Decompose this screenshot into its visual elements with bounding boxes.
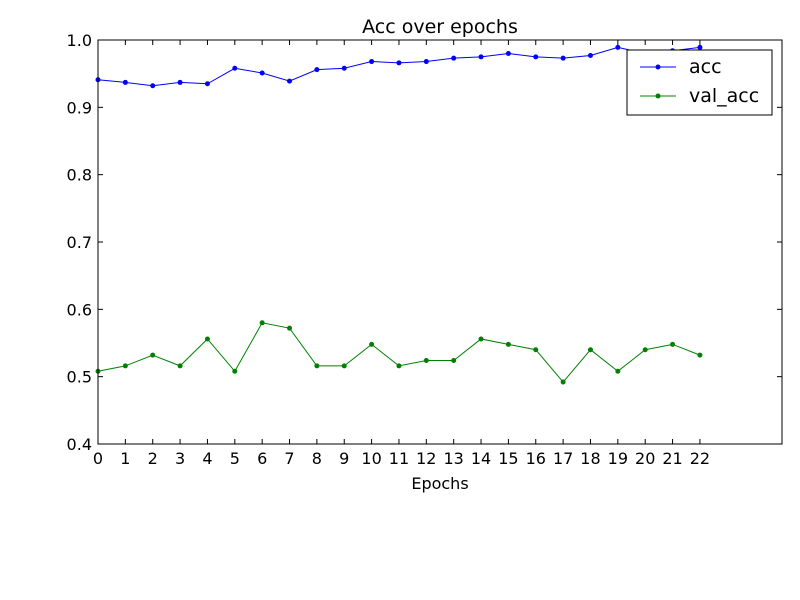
data-point-acc-13 bbox=[451, 55, 457, 61]
data-point-val_acc-11 bbox=[396, 363, 402, 369]
data-point-val_acc-9 bbox=[341, 363, 347, 369]
x-tick-label-12: 12 bbox=[416, 449, 436, 468]
data-point-acc-6 bbox=[259, 70, 265, 76]
data-point-acc-17 bbox=[560, 55, 566, 61]
legend-box bbox=[626, 49, 773, 116]
data-point-acc-3 bbox=[177, 79, 183, 85]
y-tick-label-2: 0.6 bbox=[67, 300, 92, 319]
data-point-acc-12 bbox=[423, 59, 429, 65]
x-tick-label-11: 11 bbox=[389, 449, 409, 468]
data-point-val_acc-12 bbox=[423, 358, 429, 364]
data-point-val_acc-19 bbox=[615, 368, 621, 374]
data-point-val_acc-18 bbox=[587, 347, 593, 353]
x-tick-label-5: 5 bbox=[230, 449, 240, 468]
y-tick-label-3: 0.7 bbox=[67, 233, 92, 252]
x-tick-label-22: 22 bbox=[690, 449, 710, 468]
x-tick-label-21: 21 bbox=[662, 449, 682, 468]
y-tick-label-5: 0.9 bbox=[67, 98, 92, 117]
data-point-acc-4 bbox=[204, 81, 210, 87]
chart-title: Acc over epochs bbox=[362, 16, 518, 38]
data-point-acc-2 bbox=[150, 83, 156, 89]
data-point-acc-5 bbox=[232, 65, 238, 71]
data-point-val_acc-13 bbox=[451, 358, 457, 364]
legend-label-val_acc: val_acc bbox=[689, 85, 759, 107]
series-line-acc bbox=[97, 46, 700, 87]
data-point-val_acc-16 bbox=[533, 347, 539, 353]
data-point-val_acc-20 bbox=[642, 347, 648, 353]
x-tick-label-3: 3 bbox=[175, 449, 185, 468]
data-point-val_acc-7 bbox=[287, 325, 293, 331]
legend-marker-val_acc bbox=[655, 93, 661, 99]
x-tick-label-9: 9 bbox=[339, 449, 349, 468]
ticks-layer: 0 1 2 3 4 5 6 7 8 9 10 11 12 13 14 15 16 17 18 19 20 21 220.40… bbox=[67, 31, 782, 468]
x-axis-label: Epochs bbox=[411, 474, 468, 493]
data-point-val_acc-5 bbox=[232, 368, 238, 374]
data-point-acc-22 bbox=[697, 44, 703, 50]
y-tick-label-4: 0.8 bbox=[67, 166, 92, 185]
legend-label-acc: acc bbox=[689, 56, 722, 78]
x-tick-label-15: 15 bbox=[498, 449, 518, 468]
data-point-val_acc-2 bbox=[150, 352, 156, 358]
y-tick-label-6: 1.0 bbox=[67, 31, 92, 50]
series-layer bbox=[95, 44, 703, 385]
x-tick-label-14: 14 bbox=[471, 449, 491, 468]
data-point-acc-1 bbox=[122, 79, 128, 85]
data-point-val_acc-14 bbox=[478, 336, 484, 342]
x-tick-label-19: 19 bbox=[608, 449, 628, 468]
data-point-val_acc-17 bbox=[560, 379, 566, 385]
data-point-val_acc-1 bbox=[122, 363, 128, 369]
x-tick-label-10: 10 bbox=[361, 449, 381, 468]
x-tick-label-13: 13 bbox=[444, 449, 464, 468]
data-point-val_acc-4 bbox=[204, 336, 210, 342]
data-point-acc-9 bbox=[341, 65, 347, 71]
y-tick-label-0: 0.4 bbox=[67, 435, 92, 454]
data-point-acc-10 bbox=[369, 59, 375, 65]
data-point-acc-14 bbox=[478, 54, 484, 60]
x-tick-label-18: 18 bbox=[580, 449, 600, 468]
data-point-acc-16 bbox=[533, 54, 539, 60]
x-tick-label-2: 2 bbox=[148, 449, 158, 468]
x-tick-label-20: 20 bbox=[635, 449, 655, 468]
data-point-val_acc-3 bbox=[177, 363, 183, 369]
data-point-acc-19 bbox=[615, 44, 621, 50]
data-point-acc-18 bbox=[587, 52, 593, 58]
x-tick-label-4: 4 bbox=[202, 449, 212, 468]
legend: acc val_acc bbox=[626, 49, 773, 116]
x-tick-label-6: 6 bbox=[257, 449, 267, 468]
data-point-acc-7 bbox=[287, 78, 293, 84]
data-point-val_acc-22 bbox=[697, 352, 703, 358]
x-tick-label-0: 0 bbox=[93, 449, 103, 468]
x-tick-label-16: 16 bbox=[526, 449, 546, 468]
x-tick-label-8: 8 bbox=[312, 449, 322, 468]
legend-marker-acc bbox=[655, 64, 661, 70]
data-point-val_acc-6 bbox=[259, 320, 265, 326]
y-tick-label-1: 0.5 bbox=[67, 368, 92, 387]
x-tick-label-17: 17 bbox=[553, 449, 573, 468]
series-line-val_acc bbox=[97, 322, 701, 383]
data-point-val_acc-15 bbox=[505, 341, 511, 347]
x-tick-label-7: 7 bbox=[284, 449, 294, 468]
data-point-val_acc-21 bbox=[670, 341, 676, 347]
data-point-acc-15 bbox=[505, 50, 511, 56]
x-tick-label-1: 1 bbox=[120, 449, 130, 468]
data-point-acc-11 bbox=[396, 60, 402, 66]
data-point-acc-8 bbox=[314, 67, 320, 73]
data-point-val_acc-8 bbox=[314, 363, 320, 369]
data-point-val_acc-10 bbox=[369, 341, 375, 347]
